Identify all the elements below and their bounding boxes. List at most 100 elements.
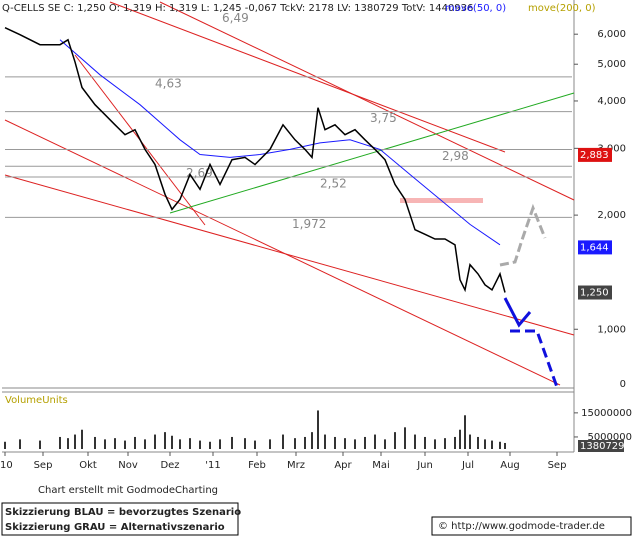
volume-bar <box>394 432 396 449</box>
level-label: 2,52 <box>320 177 347 191</box>
volume-bar <box>134 436 136 449</box>
x-tick-label: Mai <box>372 460 390 471</box>
volume-bar <box>219 439 221 449</box>
x-tick-label: '10 <box>0 460 13 471</box>
volume-bar <box>464 415 466 449</box>
price-badge <box>578 285 612 300</box>
trend-line <box>159 1 575 201</box>
volume-bar <box>444 438 446 449</box>
chart-title: Q-CELLS SE C: 1,250 O: 1,319 H: 1,319 L:… <box>2 3 473 14</box>
main-scenario-arrow <box>510 329 560 391</box>
volume-bar <box>469 434 471 449</box>
volume-bar <box>39 440 41 449</box>
volume-bar <box>454 436 456 449</box>
volume-tick-label: 5000000 <box>587 432 632 443</box>
volume-bar <box>144 439 146 449</box>
price-badge <box>578 147 612 162</box>
credit: Chart erstellt mit GodmodeCharting <box>38 485 218 496</box>
volume-bar <box>74 434 76 449</box>
x-tick-label: Jun <box>416 460 433 471</box>
trend-line <box>4 119 561 386</box>
volume-bar <box>124 440 126 449</box>
x-tick-label: Jul <box>461 460 474 471</box>
volume-bar <box>104 439 106 449</box>
volume-bar <box>67 438 69 449</box>
level-label: 2,98 <box>442 149 469 163</box>
source: © http://www.godmode-trader.de <box>438 521 605 532</box>
y-tick-label: 1,000 <box>597 324 626 335</box>
legend-entry: move(200, 0) <box>528 3 596 14</box>
x-tick-label: '11 <box>205 460 220 471</box>
plot: 6,494,633,752,982,692,521,9721,0002,0003… <box>0 11 632 471</box>
y-axis-label: 0 <box>620 379 626 390</box>
volume-bar <box>491 440 493 449</box>
volume-bar <box>414 434 416 449</box>
volume-bar <box>504 442 506 449</box>
volume-bar <box>344 438 346 449</box>
volume-bar <box>354 439 356 449</box>
price-line <box>4 27 506 293</box>
volume-bar <box>114 438 116 449</box>
volume-bar <box>81 429 83 449</box>
volume-bar <box>459 429 461 449</box>
volume-bar <box>334 436 336 449</box>
price-badge-label: 2,883 <box>580 150 609 161</box>
volume-bar <box>374 434 376 449</box>
moving-average <box>59 39 501 246</box>
note: Skizzierung BLAU = bevorzugtes Szenario <box>5 507 241 518</box>
x-tick-label: Sep <box>34 460 53 471</box>
volume-bar <box>424 436 426 449</box>
volume-bar <box>384 439 386 449</box>
volume-bar <box>294 438 296 449</box>
volume-tick-label: 15000000 <box>581 408 632 419</box>
x-tick-label: Okt <box>79 460 97 471</box>
volume-bar <box>311 432 313 449</box>
volume-bar <box>404 427 406 449</box>
volume-bar <box>477 436 479 449</box>
alt-scenario-arrow <box>499 203 547 267</box>
volume-title: VolumeUnits <box>5 395 68 406</box>
source-box <box>431 516 632 536</box>
x-tick-label: Sep <box>548 460 567 471</box>
volume-bar <box>94 436 96 449</box>
level-label: 6,49 <box>222 11 249 25</box>
volume-bar <box>499 441 501 449</box>
volume-badge <box>578 440 624 452</box>
trend-line <box>4 174 575 336</box>
volume-bar <box>179 439 181 449</box>
price-badge-label: 1,644 <box>580 242 609 253</box>
legend-entry: move(50, 0) <box>445 3 506 14</box>
level-label: 1,972 <box>292 217 326 231</box>
volume-bar <box>254 440 256 449</box>
volume-bar <box>434 439 436 449</box>
volume-bar <box>199 440 201 449</box>
y-tick-label: 2,000 <box>597 210 626 221</box>
x-tick-label: Nov <box>118 460 138 471</box>
volume-bar <box>19 439 21 449</box>
volume-bar <box>364 436 366 449</box>
y-tick-label: 4,000 <box>597 96 626 107</box>
volume-bar <box>269 439 271 449</box>
trend-line <box>169 92 575 214</box>
volume-bar <box>164 432 166 449</box>
volume-bar <box>59 436 61 449</box>
volume-bar <box>189 438 191 449</box>
price-badge <box>578 240 612 255</box>
volume-bar <box>209 441 211 449</box>
note: Skizzierung GRAU = Alternativszenario <box>5 522 225 533</box>
level-label: 4,63 <box>155 76 182 90</box>
volume-bar <box>324 434 326 449</box>
volume-bar <box>304 436 306 449</box>
volume-bar <box>4 441 6 449</box>
volume-bar <box>171 435 173 449</box>
x-tick-label: Dez <box>160 460 179 471</box>
x-tick-label: Mrz <box>287 460 305 471</box>
x-tick-label: Aug <box>500 460 520 471</box>
price-badge-label: 1,250 <box>580 288 609 299</box>
y-tick-label: 6,000 <box>597 29 626 40</box>
volume-bar <box>317 410 319 449</box>
volume-bar <box>231 436 233 449</box>
x-tick-label: Feb <box>248 460 266 471</box>
